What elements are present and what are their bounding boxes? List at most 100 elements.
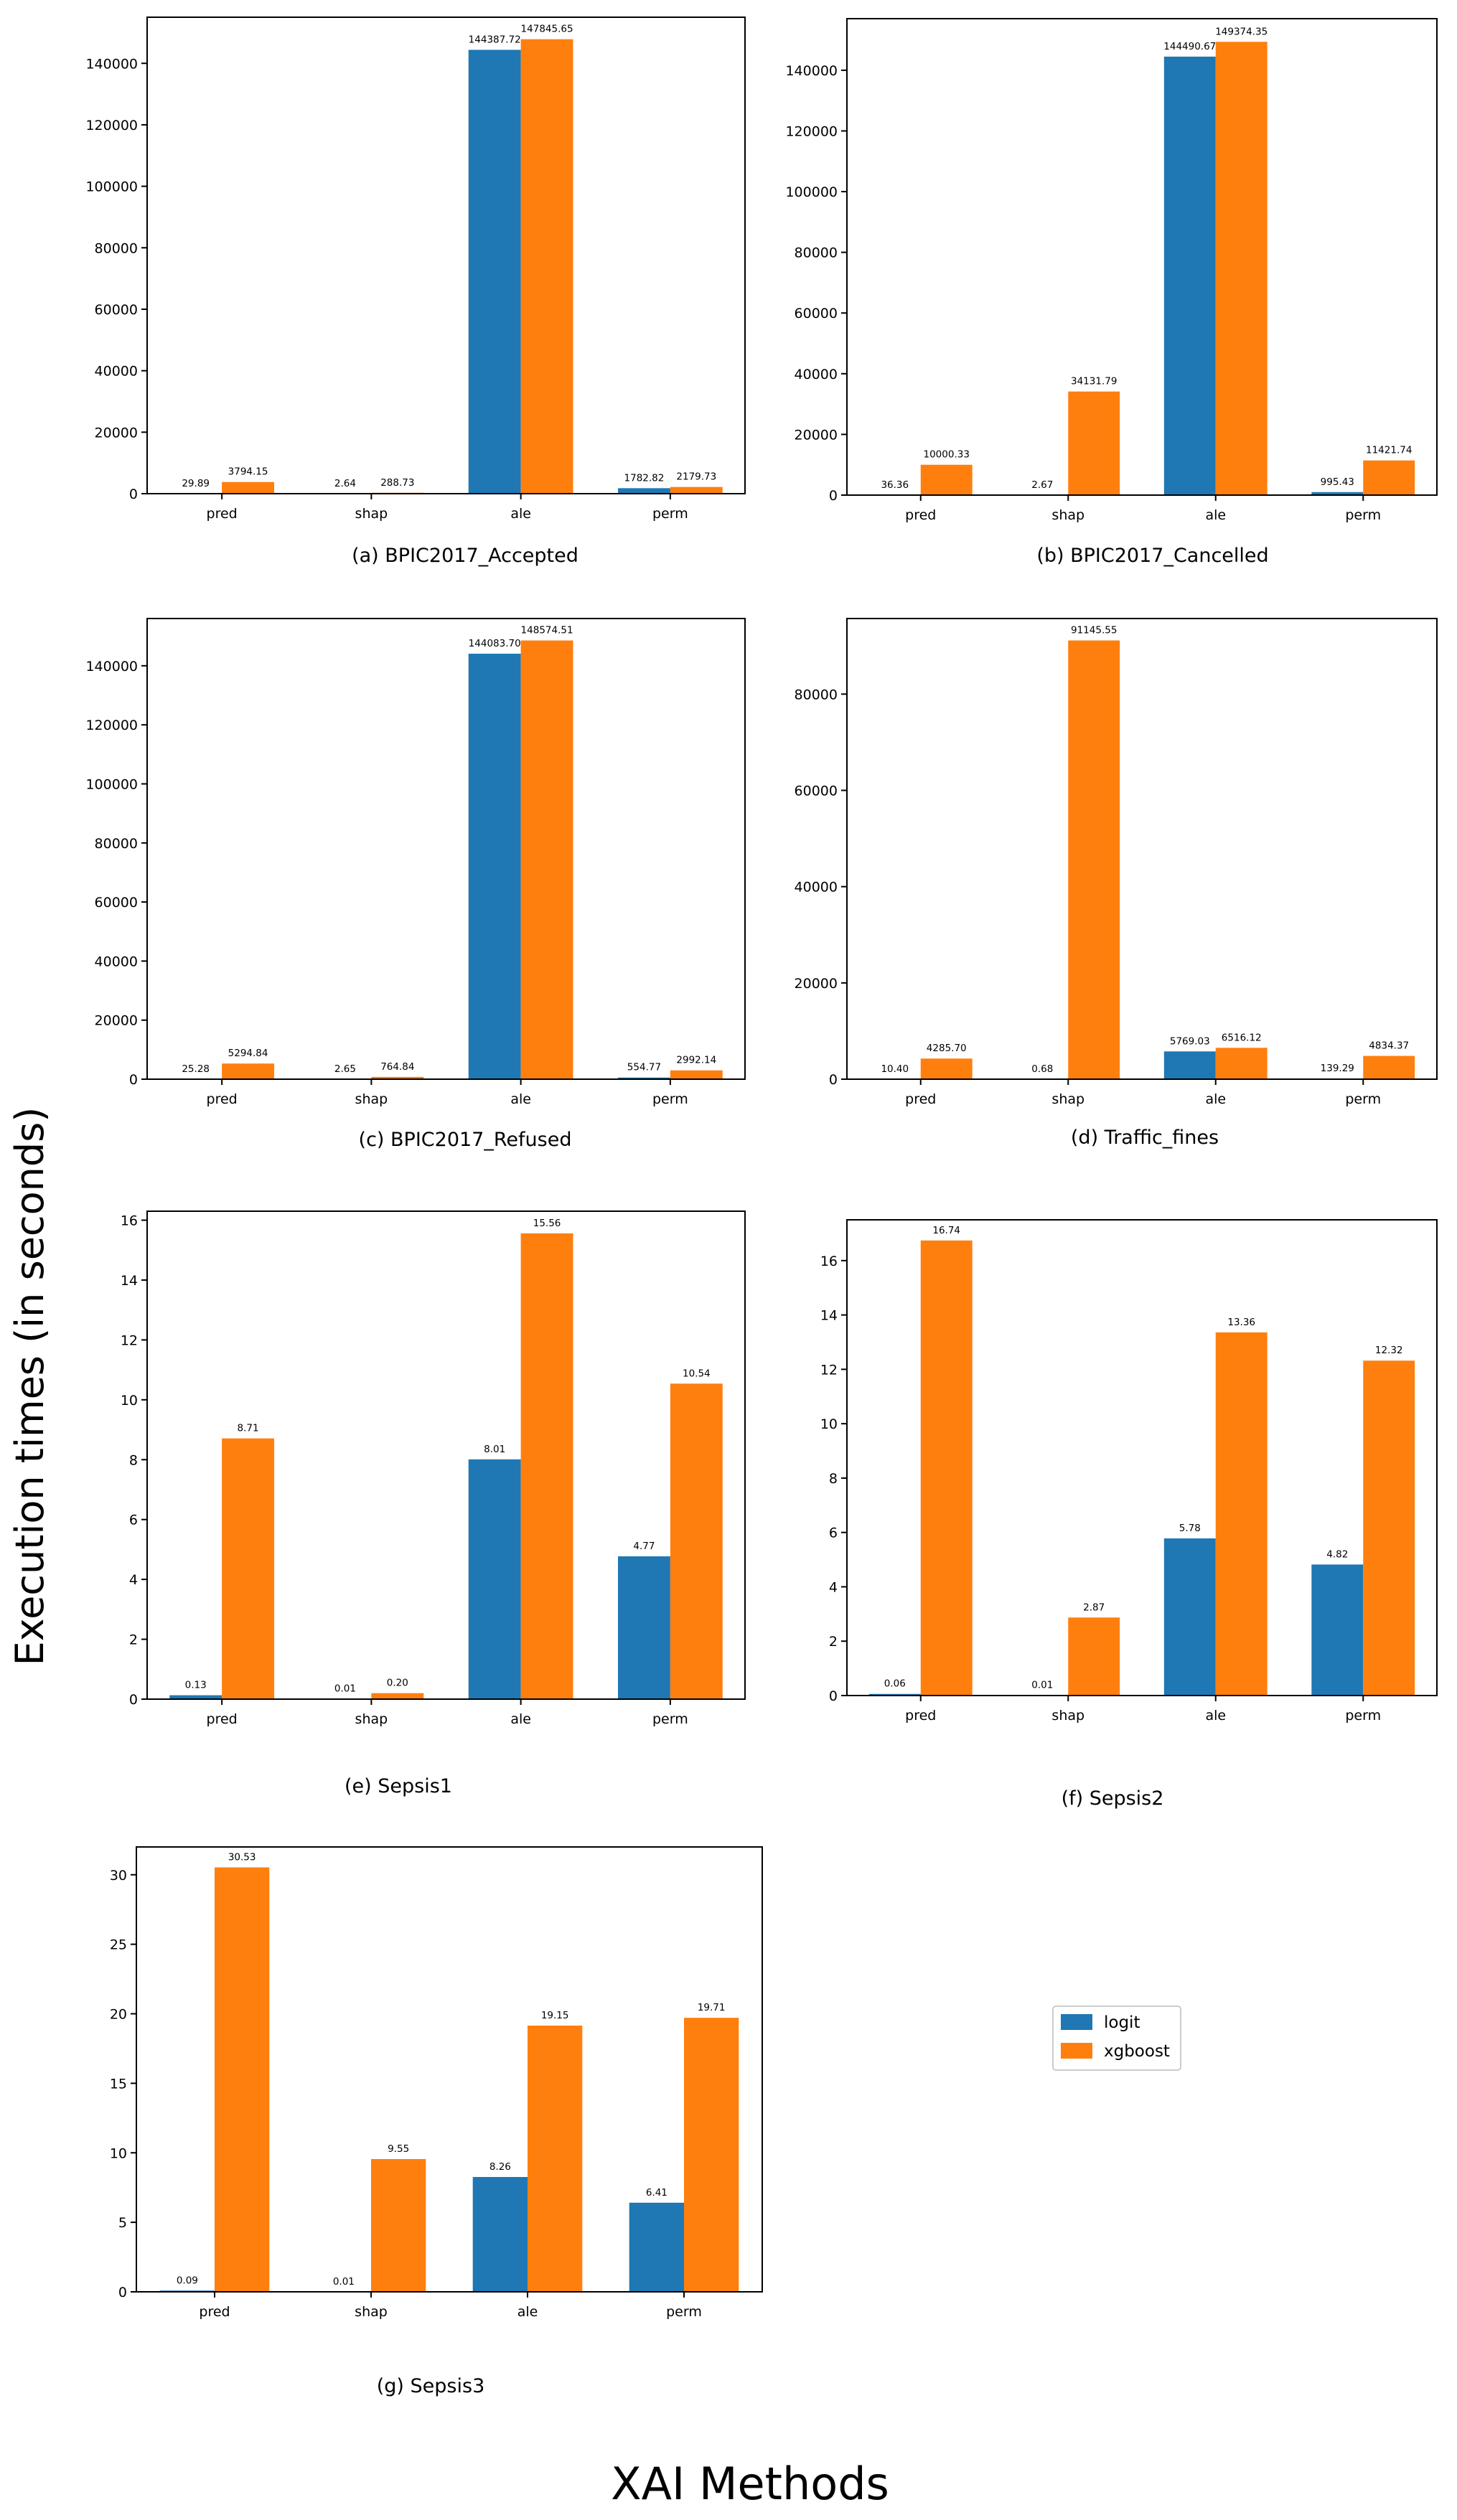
bar-logit-perm [617, 1077, 670, 1079]
value-label-xgboost-shap: 9.55 [388, 2143, 409, 2155]
value-label-xgboost-ale: 15.56 [533, 1218, 561, 1229]
value-label-logit-shap: 2.65 [334, 1063, 356, 1075]
bar-xgboost-ale [520, 640, 573, 1079]
value-label-xgboost-pred: 16.74 [932, 1225, 960, 1236]
y-tick-label: 10 [110, 2145, 127, 2161]
x-tick-label: ale [510, 1711, 531, 1727]
y-tick-label: 100000 [85, 776, 138, 792]
y-tick-label: 80000 [95, 240, 138, 256]
y-tick-label: 0 [829, 1072, 838, 1088]
bar-xgboost-perm [1363, 1056, 1415, 1079]
x-tick-label: ale [1205, 1091, 1226, 1107]
y-tick-label: 100000 [85, 179, 138, 195]
value-label-logit-shap: 2.64 [334, 478, 356, 489]
value-label-logit-shap: 0.68 [1031, 1063, 1053, 1075]
y-tick-label: 60000 [795, 306, 838, 321]
panel-caption: (e) Sepsis1 [345, 1775, 452, 1797]
x-tick-label: shap [355, 506, 388, 522]
y-tick-label: 12 [820, 1362, 838, 1378]
y-tick-label: 0 [118, 2285, 127, 2300]
bar-xgboost-shap [1068, 391, 1120, 495]
bar-xgboost-ale [1215, 1048, 1268, 1079]
x-tick-label: pred [905, 1091, 936, 1107]
y-tick-label: 20000 [95, 425, 138, 441]
y-tick-label: 20000 [95, 1013, 138, 1029]
figure-ylabel: Execution times (in seconds) [7, 1107, 52, 1666]
y-tick-label: 140000 [85, 56, 138, 72]
x-tick-label: perm [1345, 1091, 1381, 1107]
value-label-xgboost-pred: 10000.33 [924, 449, 970, 461]
x-tick-label: shap [355, 1711, 388, 1727]
y-tick-label: 20000 [795, 976, 838, 992]
bar-logit-ale [1163, 1538, 1216, 1696]
panel-c: 25.28 2.65 144083.70 554.77 5294.84 764.84 148… [85, 618, 746, 1151]
y-tick-label: 30 [110, 1868, 127, 1884]
value-label-logit-pred: 0.06 [884, 1678, 906, 1690]
y-tick-label: 60000 [95, 895, 138, 911]
x-tick-label: shap [355, 2304, 388, 2320]
value-label-logit-pred: 10.40 [881, 1063, 909, 1075]
legend-label-logit: logit [1104, 2013, 1140, 2032]
y-tick-label: 140000 [785, 63, 838, 79]
x-tick-label: pred [199, 2304, 230, 2320]
panel-f: 0.06 0.01 5.78 4.82 16.74 2.87 13.36 12.32 0 2 4 6 8… [820, 1219, 1438, 1810]
bar-xgboost-pred [920, 464, 973, 495]
bar-logit-ale [472, 2176, 528, 2292]
value-label-logit-ale: 144083.70 [469, 638, 521, 649]
y-tick-label: 40000 [95, 954, 138, 969]
figure-xlabel: XAI Methods [611, 2458, 889, 2510]
panel-g: 0.09 0.01 8.26 6.41 30.53 9.55 19.15 19.71 0 5 10 1… [110, 1846, 763, 2397]
bar-xgboost-perm [1363, 1360, 1415, 1696]
value-label-xgboost-pred: 30.53 [228, 1851, 256, 1863]
y-tick-label: 8 [829, 1471, 838, 1487]
bar-xgboost-pred [920, 1058, 973, 1079]
value-label-logit-pred: 29.89 [182, 478, 210, 489]
bar-xgboost-shap [371, 1076, 424, 1079]
value-label-xgboost-perm: 11421.74 [1366, 445, 1412, 456]
bar-xgboost-pred [222, 1063, 275, 1079]
panel-caption: (d) Traffic_fines [1071, 1127, 1219, 1149]
y-tick-label: 40000 [795, 367, 838, 382]
value-label-logit-pred: 25.28 [182, 1063, 210, 1075]
bar-logit-ale [468, 50, 521, 494]
x-tick-label: pred [207, 506, 238, 522]
y-tick-label: 5 [118, 2215, 127, 2231]
bar-xgboost-perm [670, 1383, 723, 1699]
x-tick-label: perm [652, 1711, 688, 1727]
panels: 29.89 2.64 144387.72 1782.82 3794.15 288.73 14… [85, 17, 1438, 2397]
bar-xgboost-perm [670, 1070, 723, 1079]
plot-frame [136, 1846, 763, 2293]
panel-b: 36.36 2.67 144490.67 995.43 10000.33 34131.79… [785, 18, 1438, 567]
value-label-logit-perm: 1782.82 [624, 472, 665, 484]
bar-xgboost-ale [1215, 1332, 1268, 1696]
value-label-xgboost-perm: 19.71 [698, 2002, 726, 2013]
x-tick-label: ale [510, 506, 531, 522]
x-tick-label: ale [1205, 1708, 1226, 1724]
plot-frame [146, 618, 746, 1080]
value-label-xgboost-shap: 764.84 [380, 1061, 414, 1073]
panel-a: 29.89 2.64 144387.72 1782.82 3794.15 288.73 14… [85, 17, 746, 567]
y-tick-label: 20 [110, 2007, 127, 2023]
y-tick-label: 14 [820, 1308, 838, 1324]
y-tick-label: 120000 [785, 123, 838, 139]
y-tick-label: 4 [829, 1579, 838, 1595]
plot-frame [846, 1219, 1438, 1696]
x-tick-label: perm [1345, 1708, 1381, 1724]
value-label-logit-perm: 4.77 [633, 1541, 655, 1552]
value-label-logit-perm: 554.77 [627, 1062, 661, 1073]
value-label-xgboost-shap: 288.73 [380, 477, 414, 489]
value-label-xgboost-ale: 19.15 [541, 2010, 569, 2021]
x-tick-label: pred [207, 1711, 238, 1727]
x-tick-label: shap [355, 1091, 388, 1107]
bar-logit-ale [1163, 56, 1216, 495]
panel-caption: (c) BPIC2017_Refused [359, 1129, 572, 1151]
y-tick-label: 16 [121, 1213, 138, 1229]
value-label-logit-perm: 995.43 [1321, 476, 1354, 488]
x-tick-label: ale [1205, 507, 1226, 523]
value-label-xgboost-perm: 12.32 [1375, 1345, 1403, 1356]
bar-logit-perm [617, 1556, 670, 1699]
x-tick-label: ale [517, 2304, 538, 2320]
value-label-xgboost-shap: 91145.55 [1071, 625, 1117, 636]
y-tick-label: 2 [829, 1634, 838, 1650]
bar-xgboost-ale [520, 1233, 573, 1699]
